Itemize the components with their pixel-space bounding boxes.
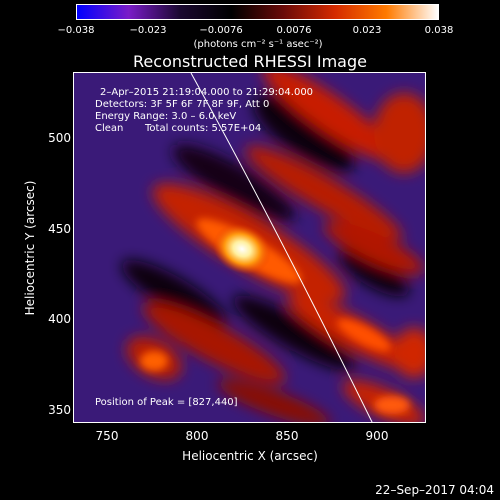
emission-bands [121, 73, 425, 422]
y-tick-label: 500 [48, 131, 71, 145]
solar-limb-line [190, 73, 373, 422]
detectors-text: Detectors: 3F 5F 6F 7F 8F 9F, Att 0 [95, 99, 270, 110]
energy-range-text: Energy Range: 3.0 – 6.0 keV [95, 111, 237, 122]
image-title: Reconstructed RHESSI Image [133, 52, 367, 71]
colorbar-tick-label: 0.0076 [276, 25, 312, 36]
y-tick-label: 450 [48, 222, 71, 236]
y-tick-label: 350 [48, 403, 71, 417]
x-tick-label: 750 [95, 429, 119, 443]
x-tick-label: 900 [365, 429, 389, 443]
image-canvas [74, 73, 425, 422]
colorbar-tick-label: −0.038 [57, 25, 95, 36]
colorbar-tick-label: 0.023 [352, 25, 382, 36]
clean-text: Clean [95, 123, 124, 134]
total-counts-text: Total counts: 5.57E+04 [145, 123, 262, 134]
y-axis-label: Heliocentric Y (arcsec) [23, 180, 37, 316]
peak-position-text: Position of Peak = [827,440] [95, 397, 238, 408]
reconstructed-image [73, 72, 426, 423]
peak-source [212, 223, 272, 275]
colorbar-tick-label: −0.023 [129, 25, 167, 36]
x-tick-label: 850 [275, 429, 299, 443]
plot-timestamp: 22–Sep–2017 04:04 [375, 483, 494, 497]
colorbar-tick-label: 0.038 [424, 25, 454, 36]
colorbar [76, 4, 439, 20]
time-range-text: 2–Apr–2015 21:19:04.000 to 21:29:04.000 [100, 87, 314, 98]
x-tick-label: 800 [185, 429, 209, 443]
colorbar-tick-label: −0.0076 [199, 25, 243, 36]
x-axis-label: Heliocentric X (arcsec) [182, 449, 318, 463]
colorbar-units: (photons cm⁻² s⁻¹ asec⁻²) [193, 39, 323, 50]
y-tick-label: 400 [48, 312, 71, 326]
